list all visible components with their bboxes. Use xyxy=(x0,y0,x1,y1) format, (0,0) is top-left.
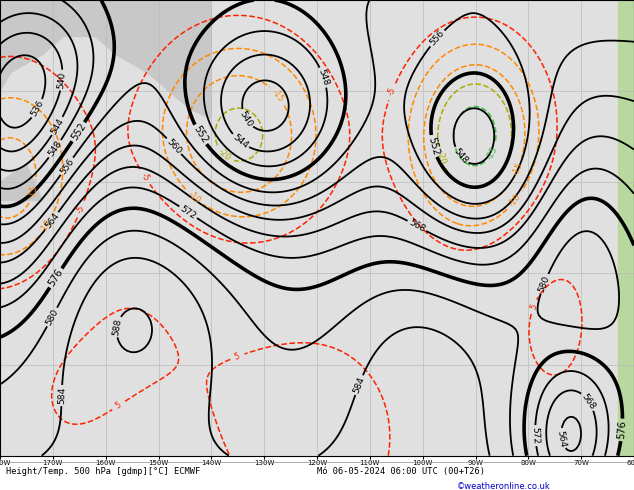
Text: 580: 580 xyxy=(44,307,60,327)
Text: 552: 552 xyxy=(69,121,87,143)
Text: -10: -10 xyxy=(39,218,54,234)
Text: -15: -15 xyxy=(27,184,40,200)
Text: -15: -15 xyxy=(270,88,286,104)
Text: 588: 588 xyxy=(112,318,123,336)
Text: -5: -5 xyxy=(139,171,151,183)
Text: 580: 580 xyxy=(537,274,552,294)
Text: 5: 5 xyxy=(233,351,242,362)
Text: 556: 556 xyxy=(428,29,446,48)
Text: -5: -5 xyxy=(75,204,87,215)
Text: 576: 576 xyxy=(47,268,65,289)
Text: Mó 06-05-2024 06:00 UTC (00+T26): Mó 06-05-2024 06:00 UTC (00+T26) xyxy=(317,467,485,476)
Text: -10: -10 xyxy=(507,193,523,209)
Text: 568: 568 xyxy=(407,218,427,234)
Text: 544: 544 xyxy=(49,117,65,136)
Text: -20: -20 xyxy=(216,147,232,163)
Text: -15: -15 xyxy=(511,161,524,177)
Text: -20: -20 xyxy=(434,150,448,166)
Text: 552: 552 xyxy=(191,124,209,146)
Polygon shape xyxy=(0,164,42,200)
Text: 548: 548 xyxy=(316,68,330,87)
Text: 544: 544 xyxy=(231,132,250,150)
Text: -25: -25 xyxy=(485,145,499,160)
Text: 548: 548 xyxy=(46,139,63,158)
Text: 584: 584 xyxy=(57,387,67,404)
Text: 556: 556 xyxy=(58,157,75,176)
Text: Height/Temp. 500 hPa [gdmp][°C] ECMWF: Height/Temp. 500 hPa [gdmp][°C] ECMWF xyxy=(6,467,200,476)
Text: 552: 552 xyxy=(426,136,441,156)
Text: 560: 560 xyxy=(165,137,183,155)
Polygon shape xyxy=(0,0,211,119)
Text: 5: 5 xyxy=(114,400,124,411)
Text: 584: 584 xyxy=(352,375,366,394)
Text: 564: 564 xyxy=(555,429,567,448)
Text: 536: 536 xyxy=(30,99,46,119)
Text: -10: -10 xyxy=(186,190,202,205)
Text: 568: 568 xyxy=(580,392,597,411)
Text: 572: 572 xyxy=(531,427,540,444)
Text: 564: 564 xyxy=(43,211,61,230)
Text: 548: 548 xyxy=(451,147,469,166)
Bar xyxy=(618,0,634,456)
Text: 540: 540 xyxy=(238,109,254,128)
Text: 576: 576 xyxy=(616,420,628,440)
Text: ©weatheronline.co.uk: ©weatheronline.co.uk xyxy=(456,482,550,490)
Text: 572: 572 xyxy=(179,204,198,221)
Text: 540: 540 xyxy=(56,71,67,89)
Text: 5: 5 xyxy=(529,303,539,311)
Text: -5: -5 xyxy=(386,86,398,97)
